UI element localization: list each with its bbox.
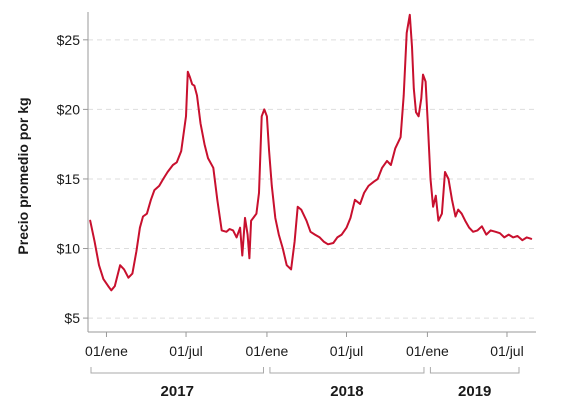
y-tick-label: $10 <box>57 241 81 257</box>
y-tick-label: $5 <box>64 310 80 326</box>
x-ticks: 01/ene 01/jul 01/ene 01/jul 01/ene 01/jul <box>85 332 524 359</box>
x-tick-label: 01/jul <box>169 343 202 359</box>
year-bracket <box>269 367 425 374</box>
y-axis-label: Precio promedio por kg <box>15 97 31 254</box>
year-bracket <box>429 367 520 374</box>
y-tick-label: $15 <box>57 171 81 187</box>
x-tick-label: 01/ene <box>85 343 128 359</box>
x-tick-label: 01/jul <box>490 343 523 359</box>
price-series-line <box>89 13 533 292</box>
gridlines <box>88 39 536 319</box>
year-label: 2019 <box>458 383 491 400</box>
y-ticks: $5 $10 $15 $20 $25 <box>57 32 88 326</box>
x-tick-label: 01/ene <box>406 343 449 359</box>
x-tick-label: 01/jul <box>330 343 363 359</box>
year-groups: 2017 2018 2019 <box>90 367 520 400</box>
x-tick-label: 01/ene <box>246 343 289 359</box>
year-bracket <box>90 367 264 374</box>
y-tick-label: $25 <box>57 32 81 48</box>
year-label: 2017 <box>161 383 194 400</box>
year-label: 2018 <box>330 383 363 400</box>
y-tick-label: $20 <box>57 101 81 117</box>
